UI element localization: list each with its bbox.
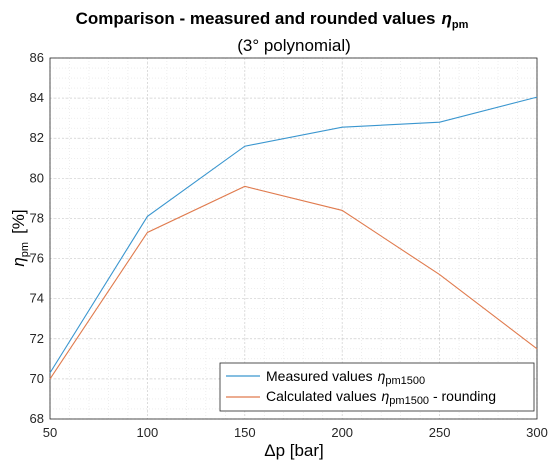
x-tick-label: 250 [429,425,451,440]
y-tick-label: 78 [30,210,44,225]
legend-label-measured: Measured values ηpm1500 [266,368,425,387]
y-tick-label: 72 [30,331,44,346]
x-tick-label: 150 [234,425,256,440]
series-line-1 [49,185,538,380]
y-tick-label: 76 [30,251,44,266]
y-tick-label: 68 [30,411,44,426]
y-tick-labels: 68 70 72 74 76 78 80 82 84 86 [30,50,44,426]
x-tick-labels: 50 100 150 200 250 300 [43,425,548,440]
series-lines [49,96,538,380]
x-tick-label: 100 [137,425,159,440]
legend-box [219,362,535,412]
chart-title: Comparison - measured and rounded values… [76,9,469,31]
y-tick-label: 70 [30,371,44,386]
y-tick-label: 86 [30,50,44,65]
legend: Measured values ηpm1500 Calculated values… [219,362,535,412]
x-tick-label: 200 [331,425,353,440]
y-axis-label: ηpm[%] [9,209,31,266]
y-tick-label: 80 [30,170,44,185]
y-tick-label: 82 [30,130,44,145]
legend-label-calculated: Calculated values ηpm1500 - rounding [266,388,496,407]
x-axis-label: Δp [bar] [264,441,324,460]
chart-subtitle: (3° polynomial) [237,36,351,55]
series-line-0 [49,96,538,374]
x-tick-label: 300 [526,425,548,440]
y-tick-label: 74 [30,291,44,306]
plot-area-frame [49,57,538,420]
y-tick-label: 84 [30,90,44,105]
x-tick-label: 50 [43,425,57,440]
